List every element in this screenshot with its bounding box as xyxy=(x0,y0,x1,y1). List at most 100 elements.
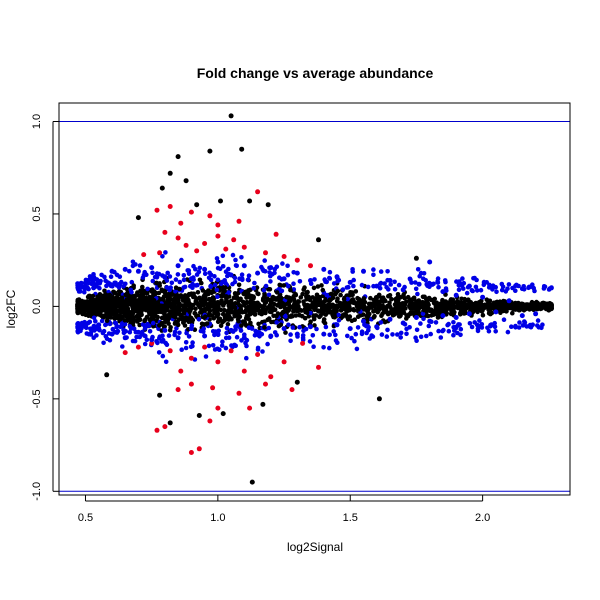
y-axis-label: log2FC xyxy=(4,289,18,328)
cloud-point xyxy=(186,268,192,273)
point-s2-15 xyxy=(308,278,313,283)
cloud-point xyxy=(270,294,276,300)
cloud-point xyxy=(163,250,168,255)
cloud-point xyxy=(292,307,298,312)
cloud-point xyxy=(469,288,475,293)
cloud-point xyxy=(331,329,337,334)
point-s2-21 xyxy=(387,278,393,283)
point-s2-19 xyxy=(361,268,366,274)
cloud-point xyxy=(162,290,168,296)
cloud-point xyxy=(370,301,376,307)
cloud-point xyxy=(266,325,272,331)
cloud-point xyxy=(204,306,210,312)
cloud-point xyxy=(174,326,179,331)
cloud-point xyxy=(240,309,245,315)
cloud-point xyxy=(200,299,206,305)
cloud-point xyxy=(137,334,142,340)
cloud-point xyxy=(362,299,368,305)
cloud-point xyxy=(353,289,359,294)
cloud-point xyxy=(147,329,153,334)
cloud-point xyxy=(130,259,136,265)
cloud-point xyxy=(246,288,251,293)
point-s2-41 xyxy=(241,335,247,341)
point-s0-17 xyxy=(196,413,202,418)
cloud-point xyxy=(207,297,213,302)
cloud-point xyxy=(510,285,515,291)
cloud-point xyxy=(415,267,421,272)
cloud-point xyxy=(388,309,394,315)
cloud-point xyxy=(198,310,203,315)
point-s2-20 xyxy=(374,283,380,289)
cloud-point xyxy=(166,333,172,338)
cloud-point xyxy=(124,314,130,319)
cloud-point xyxy=(386,293,391,299)
cloud-point xyxy=(355,314,361,320)
cloud-point xyxy=(398,335,404,340)
cloud-point xyxy=(173,289,178,294)
cloud-point xyxy=(275,303,280,308)
cloud-point xyxy=(95,294,100,300)
cloud-point xyxy=(502,300,508,306)
cloud-point xyxy=(134,292,140,298)
cloud-point xyxy=(404,331,409,337)
point-s2-51 xyxy=(374,324,380,330)
point-s2-28 xyxy=(480,294,486,300)
x-axis-label: log2Signal xyxy=(287,540,343,554)
cloud-point xyxy=(333,332,338,338)
cloud-point xyxy=(164,300,169,306)
cloud-point xyxy=(78,301,84,307)
cloud-point xyxy=(414,327,420,333)
point-s1-9 xyxy=(194,248,200,254)
cloud-point xyxy=(152,274,158,280)
cloud-point xyxy=(202,314,208,320)
point-s0-18 xyxy=(260,401,266,407)
cloud-point xyxy=(413,280,418,285)
cloud-point xyxy=(377,285,383,291)
cloud-point xyxy=(457,282,462,287)
cloud-point xyxy=(297,307,303,313)
cloud-point xyxy=(114,303,120,308)
cloud-point xyxy=(458,312,463,317)
point-s1-23 xyxy=(178,220,184,226)
cloud-point xyxy=(218,323,224,329)
cloud-point xyxy=(415,307,420,312)
cloud-point xyxy=(127,329,133,335)
cloud-point xyxy=(81,306,86,311)
point-s1-20 xyxy=(294,257,300,263)
point-s1-5 xyxy=(255,189,261,195)
cloud-point xyxy=(236,282,242,288)
cloud-point xyxy=(145,302,151,308)
cloud-point xyxy=(263,307,269,313)
cloud-point xyxy=(265,341,270,347)
point-s1-30 xyxy=(241,368,247,374)
point-s2-9 xyxy=(228,272,234,278)
cloud-point xyxy=(239,272,245,278)
point-s1-39 xyxy=(162,424,168,430)
cloud-point xyxy=(492,320,498,326)
cloud-point xyxy=(256,291,261,297)
cloud-point xyxy=(484,280,490,285)
cloud-point xyxy=(355,325,361,330)
cloud-point xyxy=(178,312,183,317)
point-s2-60 xyxy=(519,313,525,319)
cloud-point xyxy=(549,285,554,290)
cloud-point xyxy=(112,290,118,296)
point-s2-29 xyxy=(506,298,512,304)
cloud-point xyxy=(529,323,534,329)
point-s0-14 xyxy=(249,479,255,485)
cloud-point xyxy=(179,347,184,353)
point-s2-43 xyxy=(268,333,274,339)
cloud-point xyxy=(187,304,193,309)
data-points xyxy=(80,113,552,485)
cloud-point xyxy=(87,308,92,314)
cloud-point xyxy=(161,309,166,315)
cloud-point xyxy=(183,340,189,345)
cloud-point xyxy=(246,273,252,279)
point-s2-3 xyxy=(149,265,155,271)
cloud-point xyxy=(183,315,189,321)
cloud-point xyxy=(327,332,333,338)
cloud-point xyxy=(173,277,179,282)
cloud-point xyxy=(287,314,293,319)
cloud-point xyxy=(517,320,522,325)
cloud-point xyxy=(181,273,187,278)
